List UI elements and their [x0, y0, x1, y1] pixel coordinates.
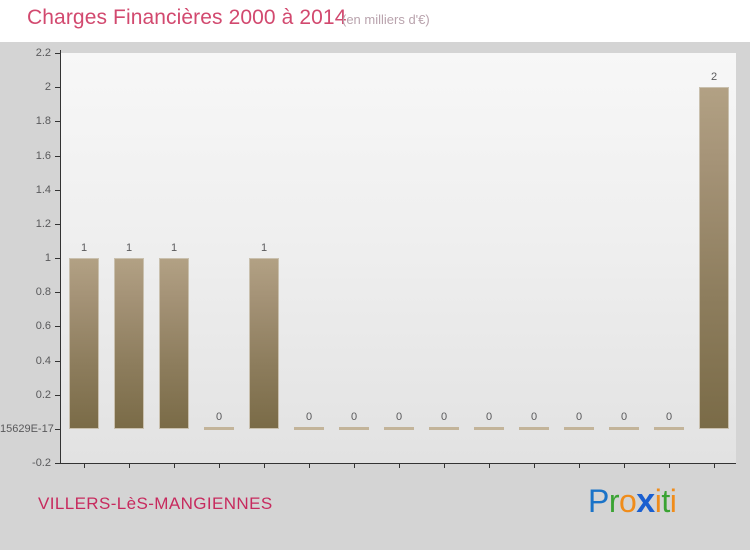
y-axis-tick-label: 1.6: [35, 150, 51, 162]
logo-letter: i: [669, 483, 677, 519]
y-axis-tick: [55, 292, 61, 293]
y-axis-tick: [55, 258, 61, 259]
bar[interactable]: [114, 258, 144, 429]
bar-value-label: 0: [395, 411, 403, 423]
bar-value-label: 0: [665, 411, 673, 423]
x-axis-tick: [624, 463, 625, 468]
bar-value-label: 1: [125, 242, 133, 254]
chart-footer: VILLERS-LèS-MANGIENNES Proxiti: [0, 470, 750, 550]
bar[interactable]: [474, 427, 504, 430]
bar[interactable]: [609, 427, 639, 430]
proxiti-logo[interactable]: Proxiti: [588, 482, 677, 520]
x-axis-tick: [399, 463, 400, 468]
chart-header: Charges Financières 2000 à 2014 (en mill…: [0, 0, 750, 42]
commune-name: VILLERS-LèS-MANGIENNES: [38, 494, 273, 513]
y-axis-tick-label: 1.8: [35, 115, 51, 127]
bar-value-label: 2: [710, 71, 718, 83]
page-subtitle: (en milliers d'€): [342, 12, 430, 27]
bar[interactable]: [654, 427, 684, 430]
y-axis-tick: [55, 429, 61, 430]
x-axis-tick: [534, 463, 535, 468]
y-axis-tick: [55, 224, 61, 225]
x-axis-tick: [174, 463, 175, 468]
logo-letter: r: [608, 483, 620, 519]
bar-value-label: 0: [485, 411, 493, 423]
bar-value-label: 1: [80, 242, 88, 254]
x-axis-tick: [264, 463, 265, 468]
chart-area: 2.2 2 1.8 1.6 1.4 1.2 1 0.8 0.6 0.4 0.2 15629E-17 -0…: [0, 42, 750, 483]
bar[interactable]: [159, 258, 189, 429]
x-axis-line: [60, 463, 736, 464]
y-axis-tick: [55, 463, 61, 464]
bar[interactable]: [339, 427, 369, 430]
y-axis-tick: [55, 361, 61, 362]
x-axis-tick: [354, 463, 355, 468]
y-axis-tick: [55, 121, 61, 122]
bar[interactable]: [699, 87, 729, 429]
bar-value-label: 0: [575, 411, 583, 423]
y-axis-tick-label: 1: [44, 252, 51, 264]
x-axis-tick: [579, 463, 580, 468]
logo-letter: x: [636, 482, 655, 520]
y-axis-tick-label: 2.2: [35, 47, 51, 59]
y-axis-tick-label: 0.2: [35, 389, 51, 401]
bar-value-label: 0: [305, 411, 313, 423]
bar[interactable]: [429, 427, 459, 430]
bar[interactable]: [204, 427, 234, 430]
bar[interactable]: [519, 427, 549, 430]
bar[interactable]: [249, 258, 279, 429]
bar-value-label: 0: [215, 411, 223, 423]
y-axis-tick: [55, 87, 61, 88]
y-axis-tick: [55, 53, 61, 54]
y-axis-tick-label: 15629E-17: [0, 423, 54, 435]
x-axis-tick: [219, 463, 220, 468]
y-axis-tick-label: -0.2: [32, 457, 51, 469]
logo-letter: i: [654, 483, 662, 519]
y-axis-tick-label: 1.2: [35, 218, 51, 230]
bar[interactable]: [294, 427, 324, 430]
x-axis-tick: [444, 463, 445, 468]
bar[interactable]: [564, 427, 594, 430]
x-axis-tick: [129, 463, 130, 468]
x-axis-tick: [309, 463, 310, 468]
x-axis-tick: [714, 463, 715, 468]
y-axis-tick: [55, 190, 61, 191]
bar-value-label: 0: [620, 411, 628, 423]
bar-value-label: 0: [440, 411, 448, 423]
y-axis-tick-label: 1.4: [35, 184, 51, 196]
y-axis-tick: [55, 156, 61, 157]
bar[interactable]: [69, 258, 99, 429]
logo-letter: t: [661, 483, 670, 519]
x-axis-tick: [489, 463, 490, 468]
logo-letter: o: [619, 483, 637, 519]
x-axis-tick: [669, 463, 670, 468]
bar-value-label: 0: [350, 411, 358, 423]
page-title: Charges Financières 2000 à 2014: [27, 6, 347, 29]
bar-value-label: 0: [530, 411, 538, 423]
y-axis-tick: [55, 326, 61, 327]
y-axis-tick-label: 2: [44, 81, 51, 93]
x-axis-tick: [84, 463, 85, 468]
y-axis-tick-label: 0.4: [35, 355, 51, 367]
y-axis-tick: [55, 395, 61, 396]
y-axis-tick-label: 0.6: [35, 320, 51, 332]
y-axis-tick-label: 0.8: [35, 286, 51, 298]
bar-value-label: 1: [260, 242, 268, 254]
logo-letter: P: [588, 483, 609, 519]
bar[interactable]: [384, 427, 414, 430]
y-axis-line: [60, 50, 61, 463]
bar-value-label: 1: [170, 242, 178, 254]
